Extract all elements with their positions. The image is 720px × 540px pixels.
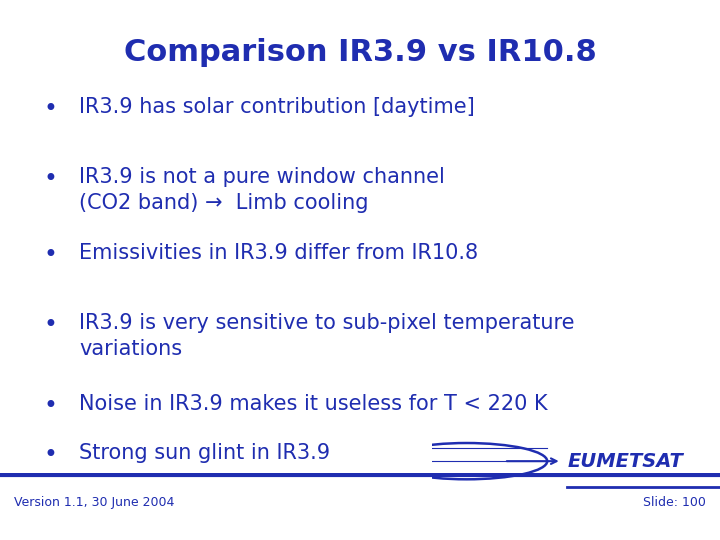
Text: Version 1.1, 30 June 2004: Version 1.1, 30 June 2004	[14, 496, 175, 509]
Text: EUMETSAT: EUMETSAT	[567, 451, 683, 471]
Text: •: •	[43, 97, 58, 121]
Text: •: •	[43, 443, 58, 467]
Text: •: •	[43, 394, 58, 418]
Text: •: •	[43, 243, 58, 267]
Text: Noise in IR3.9 makes it useless for T < 220 K: Noise in IR3.9 makes it useless for T < …	[79, 394, 548, 414]
Text: Comparison IR3.9 vs IR10.8: Comparison IR3.9 vs IR10.8	[124, 38, 596, 67]
Text: Strong sun glint in IR3.9: Strong sun glint in IR3.9	[79, 443, 330, 463]
Text: •: •	[43, 313, 58, 337]
Text: IR3.9 is very sensitive to sub-pixel temperature
variations: IR3.9 is very sensitive to sub-pixel tem…	[79, 313, 575, 359]
Text: Slide: 100: Slide: 100	[643, 496, 706, 509]
Text: •: •	[43, 167, 58, 191]
Text: Emissivities in IR3.9 differ from IR10.8: Emissivities in IR3.9 differ from IR10.8	[79, 243, 478, 263]
Text: IR3.9 has solar contribution [daytime]: IR3.9 has solar contribution [daytime]	[79, 97, 475, 117]
Text: IR3.9 is not a pure window channel
(CO2 band) →  Limb cooling: IR3.9 is not a pure window channel (CO2 …	[79, 167, 445, 213]
